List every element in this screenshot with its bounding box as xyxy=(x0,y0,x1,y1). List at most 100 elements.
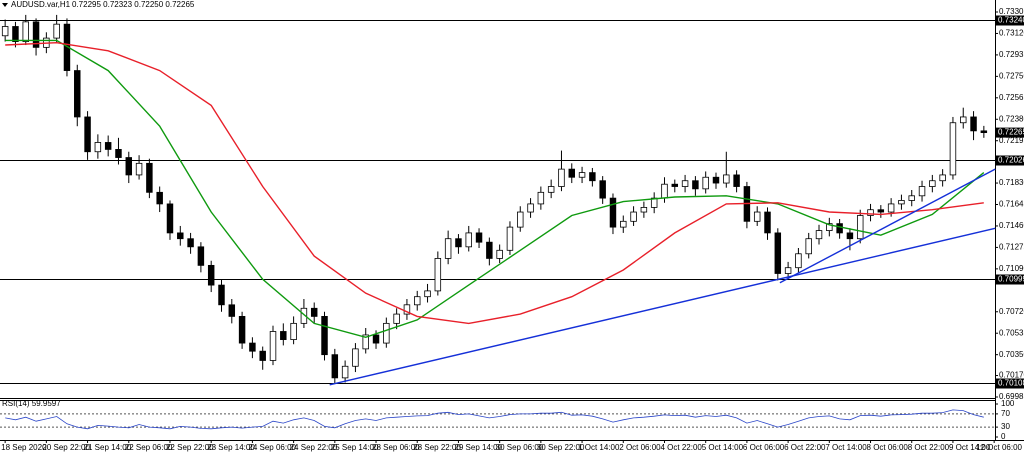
candle-body xyxy=(836,223,843,234)
candle-body xyxy=(527,203,534,213)
candle-body xyxy=(918,186,926,197)
candle-body xyxy=(32,21,40,48)
x-tick-label: 28 Sep 22:00 xyxy=(413,443,461,452)
candle-body xyxy=(207,264,215,286)
candle-body xyxy=(506,226,514,251)
candle-body xyxy=(424,290,431,298)
rsi-label: RSI(14) 59.9597 xyxy=(2,399,61,408)
level-label: 0.72026 xyxy=(998,156,1024,165)
x-tick-label: 24 Sep 06:00 xyxy=(248,443,296,452)
candle-body xyxy=(681,180,689,187)
y-tick-label: 0.72565 xyxy=(999,93,1024,102)
x-tick-label: 6 Oct 06:00 xyxy=(743,443,785,452)
rsi-tick-label: 30 xyxy=(1001,422,1010,431)
x-tick-label: 8 Oct 06:00 xyxy=(867,443,909,452)
candle-body xyxy=(331,354,339,379)
moving-average xyxy=(5,41,984,325)
trend-line xyxy=(329,227,996,386)
candle-body xyxy=(599,180,606,199)
level-label-bg xyxy=(996,155,1024,166)
candle-body xyxy=(1,26,9,37)
y-tick-label: 0.72195 xyxy=(999,136,1024,145)
candle-body xyxy=(949,122,957,176)
candle-body xyxy=(568,168,575,178)
current-price-bg xyxy=(996,127,1024,138)
rsi-tick-label: 100 xyxy=(1001,399,1015,408)
candle-body xyxy=(259,350,266,361)
candle-body xyxy=(321,316,328,356)
candle-body xyxy=(589,172,596,182)
candle-body xyxy=(372,334,380,344)
candle-body xyxy=(980,130,988,134)
candle-body xyxy=(403,304,411,315)
x-tick-label: 1 Oct 14:00 xyxy=(578,443,620,452)
y-tick-label: 0.72935 xyxy=(999,50,1024,59)
candle-body xyxy=(383,322,390,344)
candle-body xyxy=(764,211,771,234)
x-tick-label: 8 Oct 22:00 xyxy=(908,443,950,452)
candle-body xyxy=(702,176,709,190)
candle-body xyxy=(712,176,720,184)
candle-body xyxy=(630,211,637,222)
candle-body xyxy=(177,232,184,240)
x-tick-label: 25 Sep 14:00 xyxy=(331,443,379,452)
candle-body xyxy=(465,232,472,248)
candle-body xyxy=(218,284,225,306)
candle-body xyxy=(784,267,792,274)
candle-body xyxy=(723,174,730,184)
candle-body xyxy=(22,21,29,42)
candle-body xyxy=(795,253,802,269)
current-price-label: 0.72265 xyxy=(998,128,1024,137)
x-tick-label: 2 Oct 06:00 xyxy=(619,443,661,452)
moving-average xyxy=(5,39,985,339)
candle-body xyxy=(228,304,236,317)
candle-body xyxy=(414,296,421,306)
candle-body xyxy=(84,116,91,153)
candle-body xyxy=(815,230,823,240)
candle-body xyxy=(300,307,308,324)
candle-body xyxy=(290,322,297,340)
candle-body xyxy=(547,186,555,193)
candle-body xyxy=(537,191,545,205)
candle-body xyxy=(486,241,493,259)
candle-body xyxy=(249,342,256,352)
level-label-bg xyxy=(996,378,1024,389)
candle-body xyxy=(887,203,895,213)
x-tick-label: 30 Sep 06:00 xyxy=(496,443,544,452)
x-tick-label: 22 Sep 06:00 xyxy=(125,443,173,452)
candle-body xyxy=(517,211,524,228)
candle-body xyxy=(753,211,761,222)
candle-body xyxy=(455,238,462,248)
y-tick-label: 0.69985 xyxy=(999,392,1024,401)
candle-body xyxy=(362,334,369,350)
candle-body xyxy=(135,162,143,176)
candle-body xyxy=(115,149,122,158)
candle-body xyxy=(341,365,349,379)
candle-body xyxy=(475,232,483,243)
candle-body xyxy=(661,183,668,199)
x-tick-label: 5 Oct 14:00 xyxy=(702,443,744,452)
candle-body xyxy=(692,180,699,190)
candle-body xyxy=(671,183,679,187)
chart-title: AUDUSD.var,H1 xyxy=(11,0,71,9)
x-tick-label: 21 Sep 14:00 xyxy=(84,443,132,452)
candle-body xyxy=(496,249,503,259)
y-tick-label: 0.73305 xyxy=(999,7,1024,16)
candle-body xyxy=(156,191,163,205)
x-tick-label: 20 Sep 22:00 xyxy=(42,443,90,452)
y-tick-label: 0.71275 xyxy=(999,243,1024,252)
candle-body xyxy=(898,200,905,205)
candle-body xyxy=(640,206,648,213)
candle-body xyxy=(733,174,740,187)
x-tick-label: 24 Sep 22:00 xyxy=(290,443,338,452)
x-tick-label: 22 Sep 22:00 xyxy=(166,443,214,452)
menu-arrow[interactable] xyxy=(2,3,8,7)
x-tick-label: 7 Oct 14:00 xyxy=(825,443,867,452)
candle-body xyxy=(558,168,565,187)
candle-body xyxy=(908,195,915,201)
